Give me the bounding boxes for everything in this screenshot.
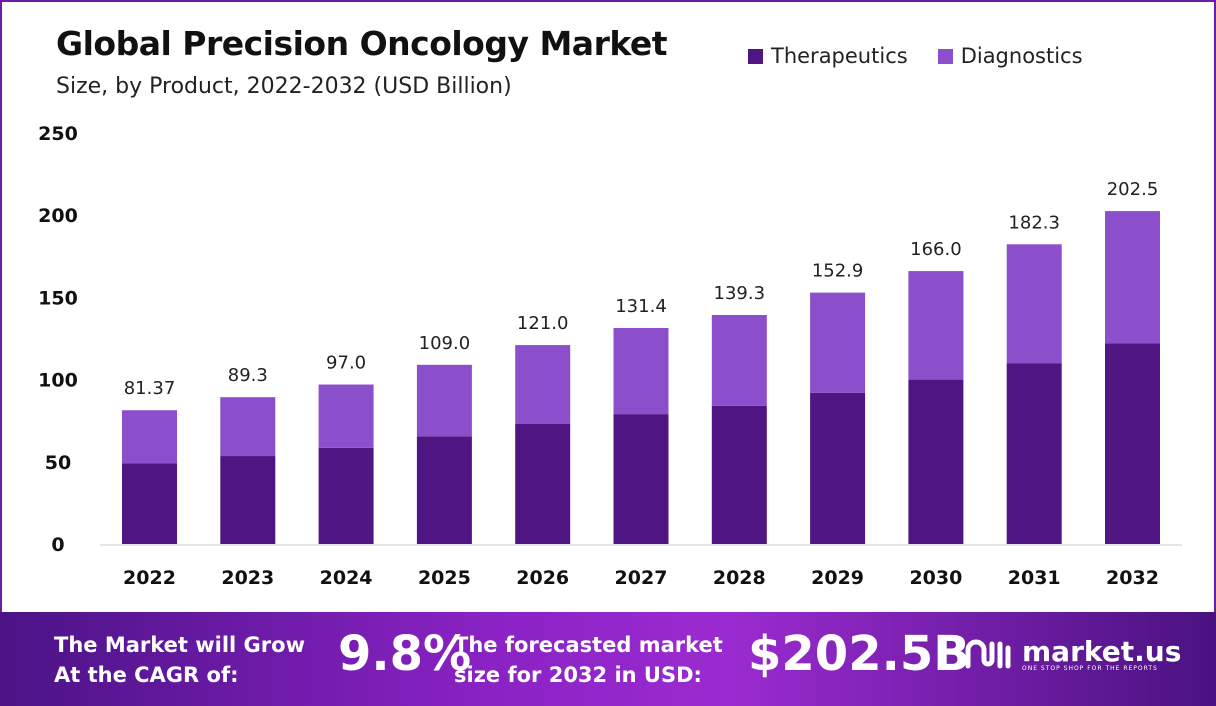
bar-diagnostics-2029 (810, 292, 866, 393)
total-label-2028: 139.3 (714, 283, 766, 304)
x-tick-label: 2031 (1008, 567, 1061, 589)
x-tick-label: 2025 (418, 567, 471, 589)
x-tick-label: 2029 (811, 567, 864, 589)
footer-banner: The Market will Grow At the CAGR of: 9.8%… (0, 612, 1216, 706)
forecast-value: $202.5B (748, 626, 970, 682)
bar-therapeutics-2025 (416, 436, 472, 544)
market-us-logo: market.us ONE STOP SHOP FOR THE REPORTS (964, 634, 1182, 672)
bar-diagnostics-2030 (908, 271, 964, 380)
bar-therapeutics-2027 (613, 414, 669, 544)
bar-therapeutics-2030 (908, 379, 964, 544)
cagr-label-line1: The Market will Grow (54, 633, 305, 657)
bar-diagnostics-2022 (122, 410, 177, 464)
bar-diagnostics-2032 (1105, 211, 1160, 344)
legend-item-therapeutics: Therapeutics (748, 44, 908, 68)
bar-diagnostics-2025 (416, 364, 472, 437)
legend-swatch-therapeutics (748, 48, 763, 64)
forecast-label-line2: size for 2032 in USD: (454, 663, 702, 687)
cagr-label-line2: At the CAGR of: (54, 663, 239, 687)
bar-diagnostics-2028 (711, 314, 767, 406)
forecast-label: The forecasted market size for 2032 in US… (454, 630, 723, 690)
bar-therapeutics-2024 (318, 447, 374, 544)
total-label-2026: 121.0 (517, 313, 569, 334)
total-label-2031: 182.3 (1008, 212, 1060, 233)
y-tick-label: 50 (45, 452, 71, 474)
y-tick-label: 0 (51, 534, 64, 556)
total-label-2025: 109.0 (419, 333, 471, 354)
total-label-2027: 131.4 (615, 296, 667, 317)
logo-text: market.us (1022, 634, 1182, 668)
x-tick-label: 2027 (615, 567, 668, 589)
x-tick-label: 2032 (1106, 567, 1159, 589)
legend-label: Therapeutics (771, 44, 908, 68)
bar-diagnostics-2026 (515, 345, 571, 424)
legend: Therapeutics Diagnostics (748, 44, 1083, 68)
bar-therapeutics-2031 (1006, 363, 1062, 544)
y-tick-label: 200 (38, 205, 78, 227)
y-tick-label: 150 (38, 287, 78, 309)
x-tick-label: 2022 (123, 567, 176, 589)
bar-diagnostics-2027 (613, 327, 669, 415)
chart-frame (0, 0, 1216, 612)
total-label-2022: 81.37 (124, 378, 176, 399)
x-tick-label: 2024 (320, 567, 373, 589)
logo-icon (965, 639, 1011, 669)
cagr-value: 9.8% (338, 626, 472, 682)
logo-tagline: ONE STOP SHOP FOR THE REPORTS (1022, 664, 1158, 672)
bar-diagnostics-2031 (1006, 244, 1062, 364)
total-label-2029: 152.9 (812, 261, 864, 282)
legend-label: Diagnostics (960, 44, 1083, 68)
bar-diagnostics-2023 (220, 397, 276, 457)
x-tick-label: 2028 (713, 567, 766, 589)
bar-therapeutics-2022 (122, 463, 177, 544)
x-tick-label: 2023 (221, 567, 274, 589)
bar-therapeutics-2028 (711, 405, 767, 544)
total-label-2024: 97.0 (326, 353, 366, 374)
chart-subtitle: Size, by Product, 2022-2032 (USD Billion… (56, 74, 512, 99)
cagr-label: The Market will Grow At the CAGR of: (54, 630, 305, 690)
x-tick-label: 2030 (909, 567, 962, 589)
total-label-2032: 202.5 (1107, 179, 1159, 200)
y-tick-label: 250 (38, 123, 78, 145)
chart-title: Global Precision Oncology Market (56, 24, 668, 63)
x-tick-label: 2026 (516, 567, 569, 589)
legend-swatch-diagnostics (937, 48, 953, 64)
bar-therapeutics-2029 (810, 392, 866, 544)
y-tick-label: 100 (38, 370, 78, 392)
bar-therapeutics-2023 (220, 456, 276, 544)
bar-therapeutics-2026 (515, 423, 571, 544)
total-label-2023: 89.3 (228, 365, 268, 386)
bar-diagnostics-2024 (318, 384, 374, 448)
bar-therapeutics-2032 (1105, 343, 1160, 544)
forecast-label-line1: The forecasted market (454, 633, 723, 657)
total-label-2030: 166.0 (910, 239, 962, 260)
legend-item-diagnostics: Diagnostics (937, 44, 1083, 68)
bar-chart: 0 50 100 150 200 250 81.37 2022 89.3 2023 97.0 2024… (38, 123, 1182, 589)
